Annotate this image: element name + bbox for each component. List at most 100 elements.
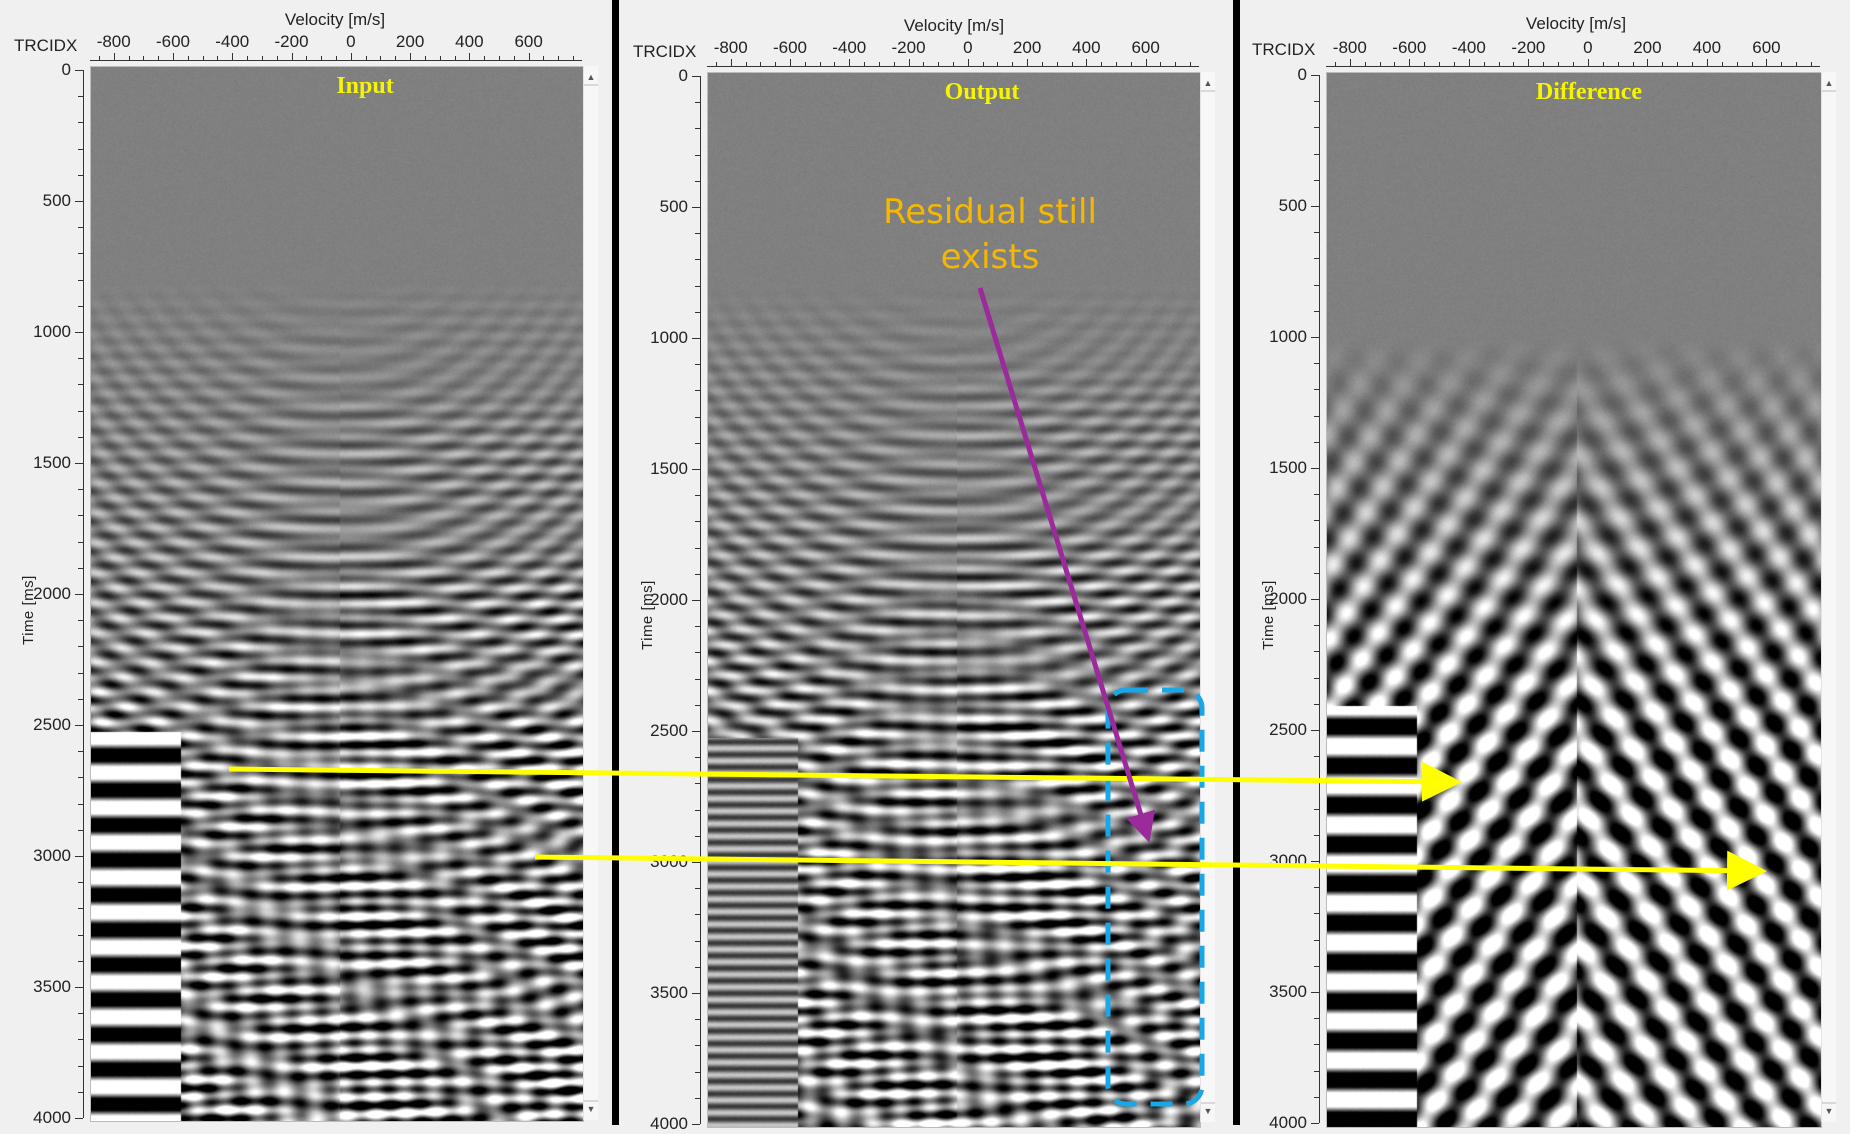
vertical-scrollbar[interactable]: ▲ ▼ — [1200, 72, 1215, 1122]
x-tick — [997, 62, 999, 66]
x-tick-label: 600 — [1131, 38, 1160, 57]
y-tick — [78, 96, 83, 98]
x-tick — [1041, 62, 1043, 66]
x-tick — [775, 62, 777, 66]
y-tick — [1314, 284, 1319, 286]
y-tick — [78, 751, 83, 753]
y-tick — [1314, 441, 1319, 443]
y-axis-line — [83, 70, 84, 1118]
x-tick-label: 0 — [963, 38, 973, 57]
x-tick — [1602, 62, 1604, 66]
y-tick — [695, 521, 700, 523]
vertical-scrollbar[interactable]: ▲ ▼ — [583, 66, 598, 1120]
y-tick — [78, 436, 83, 438]
y-tick — [695, 1097, 700, 1099]
seismic-plot-difference[interactable]: Difference — [1326, 72, 1822, 1128]
x-tick — [499, 56, 500, 60]
y-tick — [78, 698, 83, 700]
y-tick — [78, 803, 83, 805]
x-tick — [789, 59, 791, 66]
x-tick — [469, 53, 471, 60]
x-tick — [1662, 62, 1664, 66]
y-tick — [1314, 651, 1319, 653]
y-tick — [75, 856, 83, 857]
x-tick — [1796, 62, 1798, 66]
y-tick — [695, 1071, 700, 1073]
x-tick — [543, 56, 545, 60]
y-tick — [1314, 389, 1319, 391]
y-tick — [695, 809, 700, 811]
x-tick — [380, 56, 382, 60]
x-tick — [1513, 62, 1515, 66]
x-tick — [424, 56, 426, 60]
x-tick — [558, 56, 560, 60]
y-tick-label: 1000 — [1269, 327, 1307, 346]
y-tick — [695, 678, 700, 680]
x-tick — [1498, 62, 1500, 66]
y-tick — [75, 463, 83, 464]
y-tick — [1311, 992, 1319, 993]
y-tick — [695, 888, 700, 890]
x-tick — [938, 62, 940, 66]
x-tick-label: -400 — [215, 32, 250, 51]
y-tick-label: 2500 — [1269, 720, 1307, 739]
y-tick — [695, 835, 700, 837]
y-tick — [1311, 1123, 1319, 1124]
x-tick — [1409, 59, 1411, 66]
x-tick — [232, 53, 234, 60]
y-tick-label: 500 — [659, 197, 688, 216]
x-tick — [819, 62, 821, 66]
y-tick-label: 2500 — [33, 715, 71, 734]
scroll-up-icon[interactable]: ▲ — [1201, 76, 1215, 92]
x-tick — [321, 56, 323, 60]
x-tick — [187, 56, 189, 60]
y-tick — [1314, 127, 1319, 129]
x-tick — [1334, 62, 1336, 66]
y-tick-label: 3000 — [650, 852, 688, 871]
x-tick — [1175, 62, 1177, 66]
x-tick — [1677, 62, 1679, 66]
x-tick-label: 600 — [514, 32, 543, 51]
y-tick — [78, 567, 83, 569]
x-tick — [1632, 62, 1634, 66]
y-tick — [75, 725, 83, 726]
scroll-down-icon[interactable]: ▼ — [584, 1100, 598, 1116]
x-tick — [1587, 59, 1589, 66]
x-tick — [306, 56, 308, 60]
vertical-scrollbar[interactable]: ▲ ▼ — [1821, 72, 1836, 1122]
x-tick — [849, 59, 851, 66]
y-tick — [695, 914, 700, 916]
x-tick — [1468, 59, 1470, 66]
x-tick-label: -400 — [832, 38, 867, 57]
x-tick — [291, 53, 293, 60]
y-tick — [1314, 1018, 1319, 1020]
scroll-down-icon[interactable]: ▼ — [1822, 1102, 1836, 1118]
y-tick — [692, 600, 700, 601]
y-tick — [78, 1039, 83, 1041]
x-tick — [158, 56, 160, 60]
y-tick — [78, 515, 83, 517]
y-tick-label: 2000 — [1269, 589, 1307, 608]
seismic-plot-input[interactable]: Input — [90, 66, 584, 1122]
y-tick — [1311, 730, 1319, 731]
y-tick-label: 3000 — [1269, 851, 1307, 870]
y-tick-label: 2000 — [650, 590, 688, 609]
y-tick — [695, 1019, 700, 1021]
scroll-up-icon[interactable]: ▲ — [584, 70, 598, 86]
y-tick — [78, 122, 83, 124]
y-tick — [692, 862, 700, 863]
x-tick — [528, 53, 530, 60]
y-tick — [692, 207, 700, 208]
x-tick — [908, 59, 910, 66]
scroll-down-icon[interactable]: ▼ — [1201, 1102, 1215, 1118]
x-tick — [864, 62, 866, 66]
x-tick-label: -800 — [96, 32, 131, 51]
x-tick — [513, 56, 515, 60]
y-tick-label: 1000 — [33, 322, 71, 341]
x-tick — [276, 56, 278, 60]
x-tick — [113, 53, 115, 60]
y-tick-label: 4000 — [650, 1114, 688, 1133]
y-tick — [695, 1045, 700, 1047]
x-axis-line — [90, 60, 582, 61]
scroll-up-icon[interactable]: ▲ — [1822, 76, 1836, 92]
